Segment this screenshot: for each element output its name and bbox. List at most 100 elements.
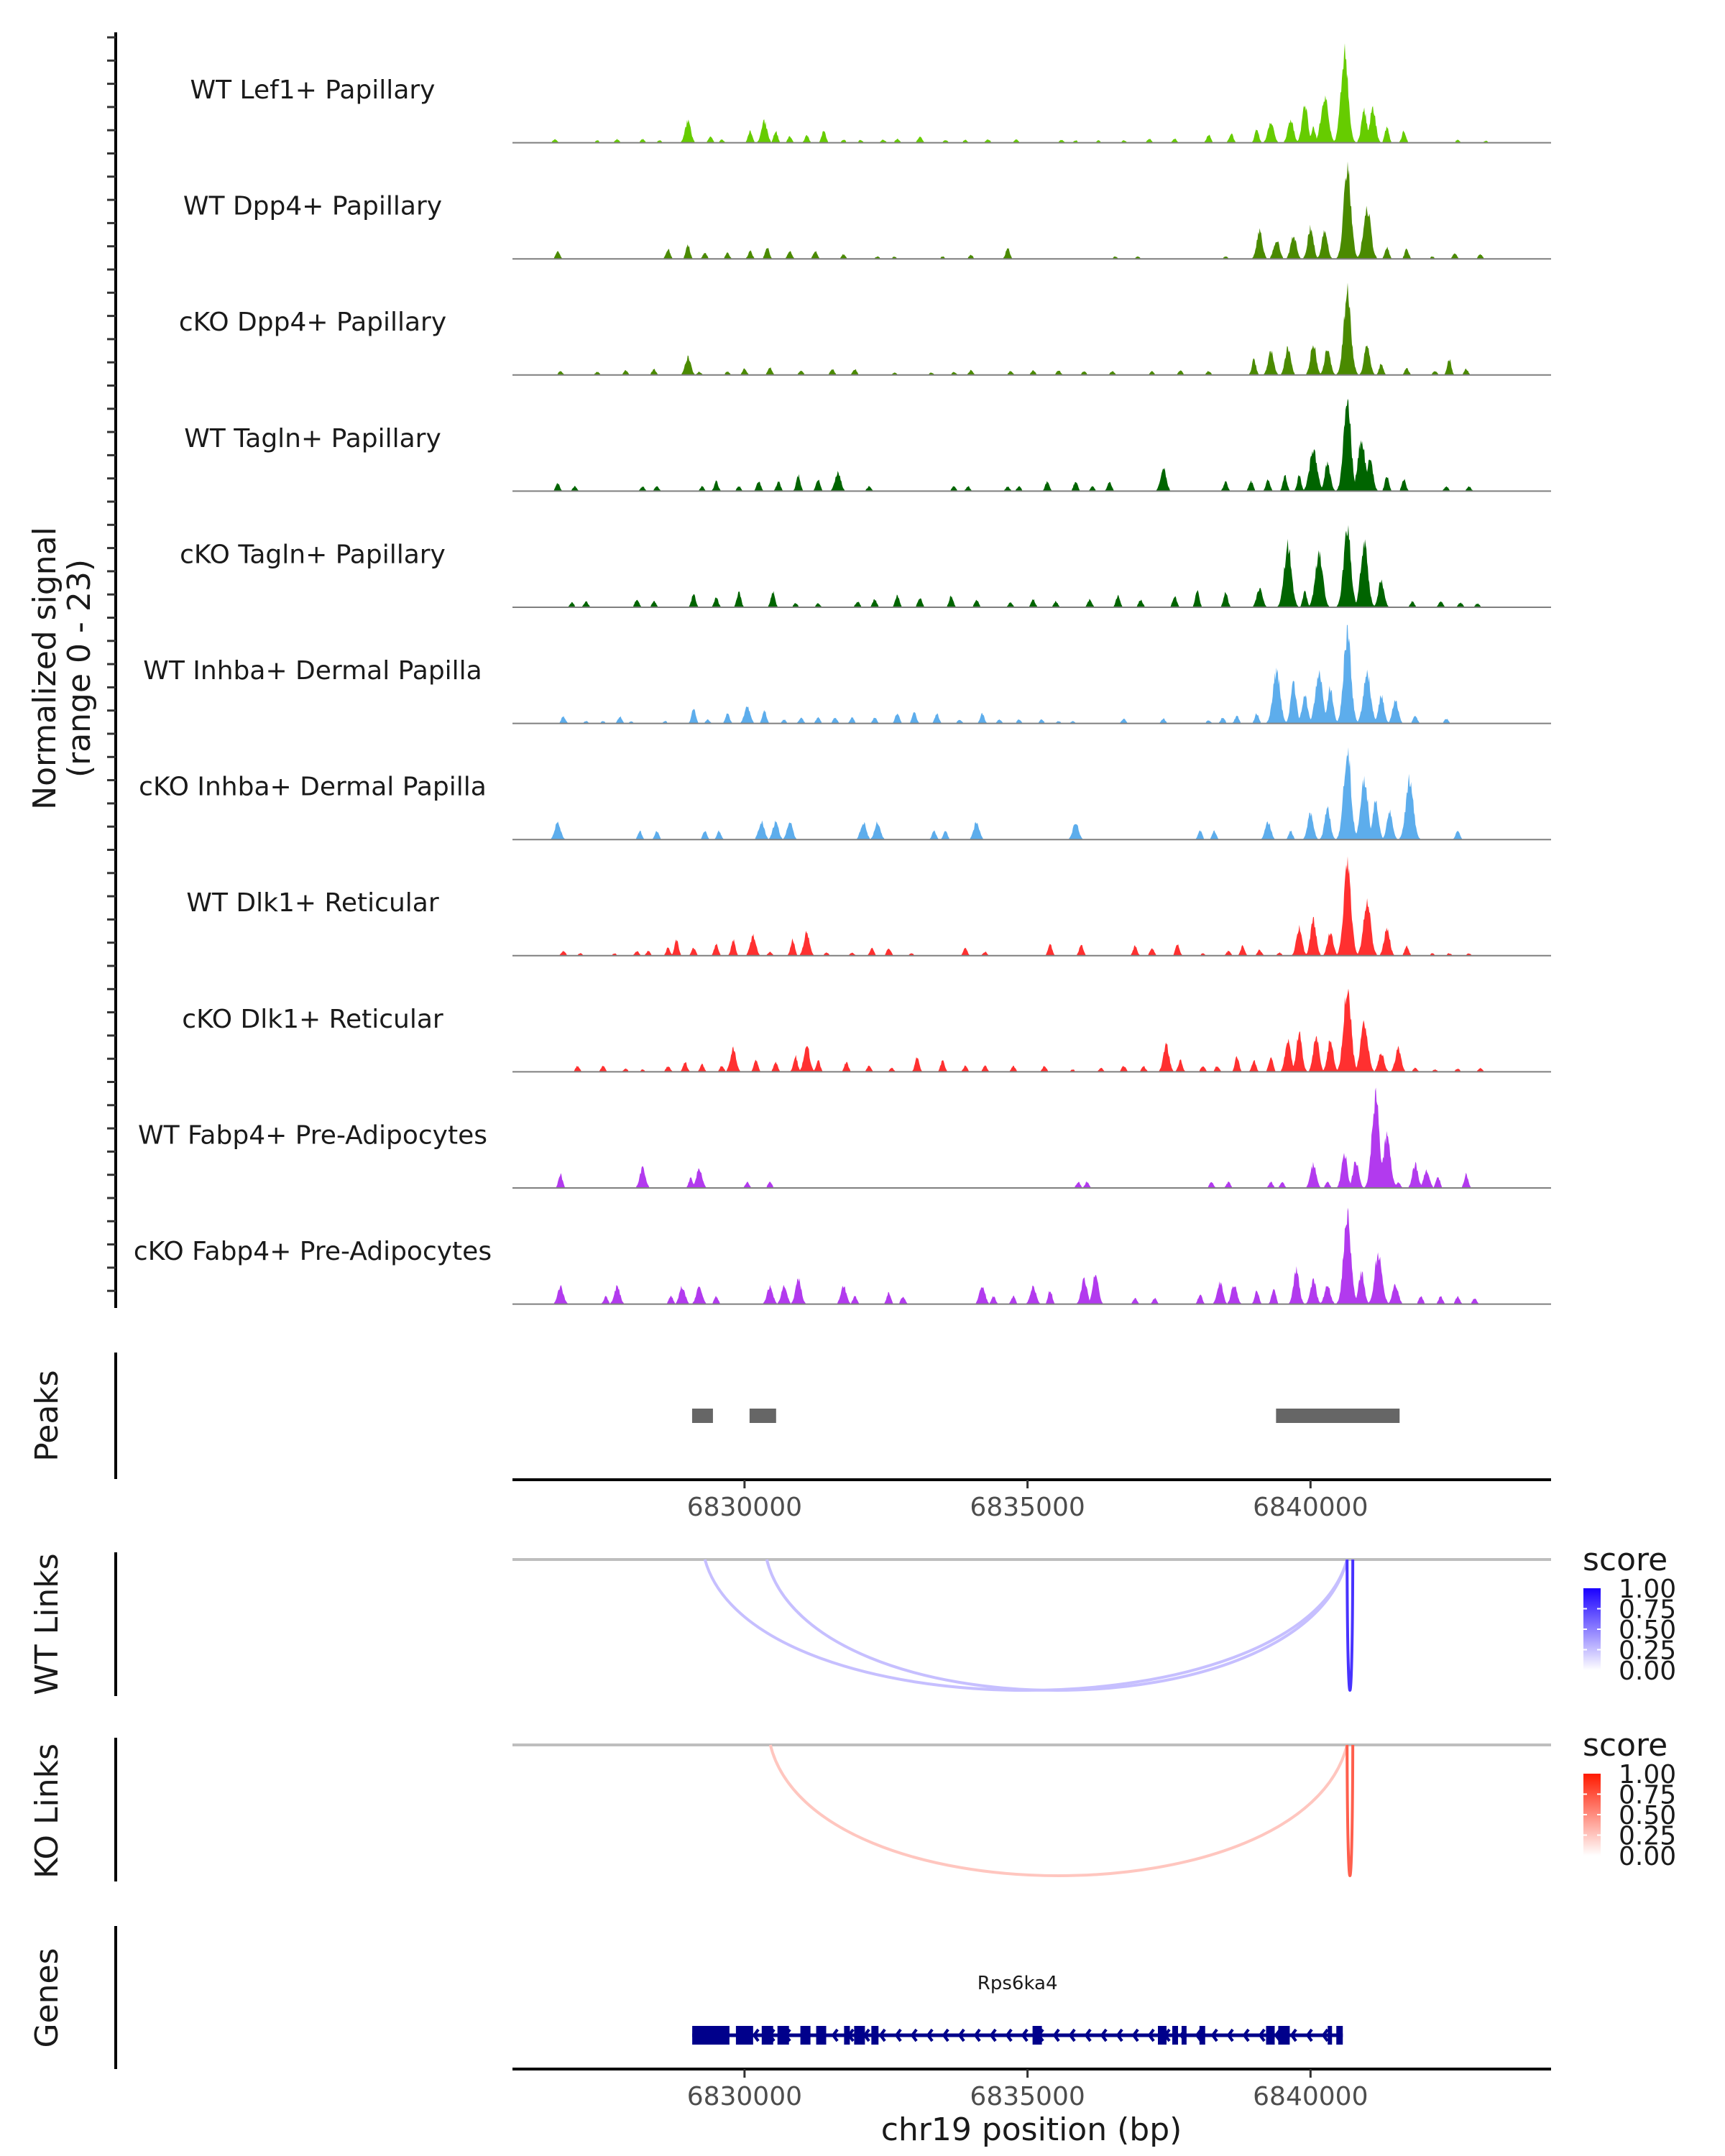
coverage-track-label: WT Dpp4+ Papillary bbox=[183, 192, 442, 221]
gene-name: Rps6ka4 bbox=[978, 1973, 1058, 1994]
gene-exon bbox=[1328, 2026, 1333, 2045]
legend-title: score bbox=[1583, 1727, 1668, 1764]
x-tick-label: 6830000 bbox=[687, 2082, 802, 2111]
genes-track: Genes Rps6ka4 6830000 6835000 6840000 chr1… bbox=[29, 1926, 1551, 2148]
strand-arrow-icon bbox=[831, 2028, 839, 2042]
gene-exon bbox=[1032, 2026, 1042, 2045]
strand-arrow-icon bbox=[1100, 2028, 1108, 2042]
coverage-area bbox=[512, 625, 1551, 724]
legend-tick-label: 0.25 bbox=[1619, 1636, 1676, 1666]
legend-tick-label: 0.50 bbox=[1619, 1616, 1676, 1645]
strand-arrow-icon bbox=[1210, 2028, 1218, 2042]
peak-range bbox=[691, 1409, 713, 1423]
strand-arrow-icon bbox=[1289, 2028, 1297, 2042]
strand-arrow-icon bbox=[1305, 2028, 1313, 2042]
x-tick-label: 6840000 bbox=[1253, 1493, 1368, 1522]
coverage-area bbox=[512, 1087, 1551, 1188]
peaks-track-label: Peaks bbox=[29, 1370, 65, 1461]
strand-arrow-icon bbox=[1052, 2028, 1060, 2042]
coverage-area bbox=[512, 988, 1551, 1072]
coverage-track: cKO Dpp4+ Papillary bbox=[179, 282, 1551, 376]
link-arc bbox=[768, 1744, 1349, 1877]
coverage-area bbox=[512, 1207, 1551, 1304]
legend-tick-label: 1.00 bbox=[1619, 1760, 1676, 1789]
strand-arrow-icon bbox=[910, 2028, 918, 2042]
coverage-track: WT Fabp4+ Pre-Adipocytes bbox=[138, 1087, 1551, 1189]
coverage-tracks: WT Lef1+ Papillary WT Dpp4+ Papillary cKO … bbox=[134, 43, 1551, 1305]
legend-tick-label: 0.75 bbox=[1619, 1781, 1676, 1810]
gene-exon bbox=[1181, 2026, 1187, 2045]
gene-exon bbox=[1199, 2026, 1205, 2045]
coverage-track-label: WT Inhba+ Dermal Papilla bbox=[143, 656, 482, 686]
coverage-track-label: cKO Dpp4+ Papillary bbox=[179, 308, 446, 337]
x-tick-label: 6835000 bbox=[970, 2082, 1085, 2111]
peak-ranges bbox=[691, 1409, 1400, 1423]
gene-exon bbox=[1278, 2026, 1290, 2045]
legend-tick-label: 1.00 bbox=[1619, 1575, 1676, 1604]
strand-arrow-icon bbox=[1226, 2028, 1234, 2042]
coverage-area bbox=[512, 43, 1551, 143]
strand-arrow-icon bbox=[1258, 2028, 1266, 2042]
strand-arrow-icon bbox=[894, 2028, 902, 2042]
gene-exon bbox=[1336, 2026, 1343, 2045]
gene-exon bbox=[854, 2026, 865, 2045]
link-arc bbox=[1346, 1559, 1355, 1692]
coverage-y-axis: Normalized signal (range 0 - 23) bbox=[27, 32, 117, 1308]
legend-tick-label: 0.00 bbox=[1619, 1657, 1676, 1686]
coverage-y-axis-ticks bbox=[107, 36, 116, 1292]
gene-models: Rps6ka4 bbox=[692, 1973, 1343, 2045]
coverage-track: WT Inhba+ Dermal Papilla bbox=[143, 625, 1551, 724]
coverage-track-label: cKO Inhba+ Dermal Papilla bbox=[139, 773, 487, 802]
coverage-track-label: WT Lef1+ Papillary bbox=[190, 75, 436, 105]
coverage-track: cKO Fabp4+ Pre-Adipocytes bbox=[134, 1207, 1551, 1305]
gene-exon bbox=[800, 2026, 811, 2045]
strand-arrow-icon bbox=[1116, 2028, 1123, 2042]
strand-arrow-icon bbox=[926, 2028, 934, 2042]
peaks-track: Peaks 6830000 6835000 6840000 bbox=[29, 1353, 1551, 1522]
coverage-y-label-line1: Normalized signal bbox=[27, 527, 63, 810]
link-arc bbox=[765, 1559, 1349, 1692]
coverage-track: WT Dpp4+ Papillary bbox=[183, 161, 1551, 260]
link-arc bbox=[1346, 1744, 1355, 1877]
legend-tick-label: 0.25 bbox=[1619, 1822, 1676, 1851]
strand-arrow-icon bbox=[752, 2028, 760, 2042]
coverage-track-label: WT Fabp4+ Pre-Adipocytes bbox=[138, 1120, 487, 1150]
gene-exon bbox=[1158, 2026, 1167, 2045]
coverage-track: cKO Inhba+ Dermal Papilla bbox=[139, 747, 1551, 841]
genes-track-label: Genes bbox=[29, 1948, 65, 2047]
strand-arrow-icon bbox=[878, 2028, 886, 2042]
strand-arrow-icon bbox=[1131, 2028, 1139, 2042]
peaks-x-axis-ticks: 6830000 6835000 6840000 bbox=[687, 1480, 1368, 1522]
x-tick-label: 6830000 bbox=[687, 1493, 802, 1522]
gene-exon bbox=[777, 2026, 789, 2045]
coverage-track-label: cKO Tagln+ Papillary bbox=[180, 540, 446, 569]
coverage-y-label-line2: (range 0 - 23) bbox=[61, 559, 98, 778]
coverage-track-label: cKO Fabp4+ Pre-Adipocytes bbox=[134, 1237, 492, 1266]
strand-arrow-icon bbox=[973, 2028, 981, 2042]
x-tick-label: 6835000 bbox=[970, 1493, 1085, 1522]
strand-arrow-icon bbox=[989, 2028, 997, 2042]
coverage-area bbox=[512, 747, 1551, 840]
legend-tick-label: 0.00 bbox=[1619, 1842, 1676, 1871]
coverage-track-label: cKO Dlk1+ Reticular bbox=[182, 1005, 443, 1034]
strand-arrow-icon bbox=[1005, 2028, 1013, 2042]
coverage-track: cKO Tagln+ Papillary bbox=[180, 525, 1551, 608]
strand-arrow-icon bbox=[957, 2028, 965, 2042]
gene-model: Rps6ka4 bbox=[692, 1973, 1343, 2045]
strand-arrow-icon bbox=[942, 2028, 949, 2042]
gene-exon bbox=[844, 2026, 850, 2045]
gene-exon bbox=[1266, 2026, 1275, 2045]
legend-title: score bbox=[1583, 1542, 1668, 1578]
peak-range bbox=[1276, 1409, 1400, 1423]
strand-arrow-icon bbox=[1068, 2028, 1076, 2042]
coverage-area bbox=[512, 161, 1551, 259]
coverage-track: cKO Dlk1+ Reticular bbox=[182, 988, 1551, 1073]
coverage-area bbox=[512, 856, 1551, 956]
peak-range bbox=[749, 1409, 776, 1423]
